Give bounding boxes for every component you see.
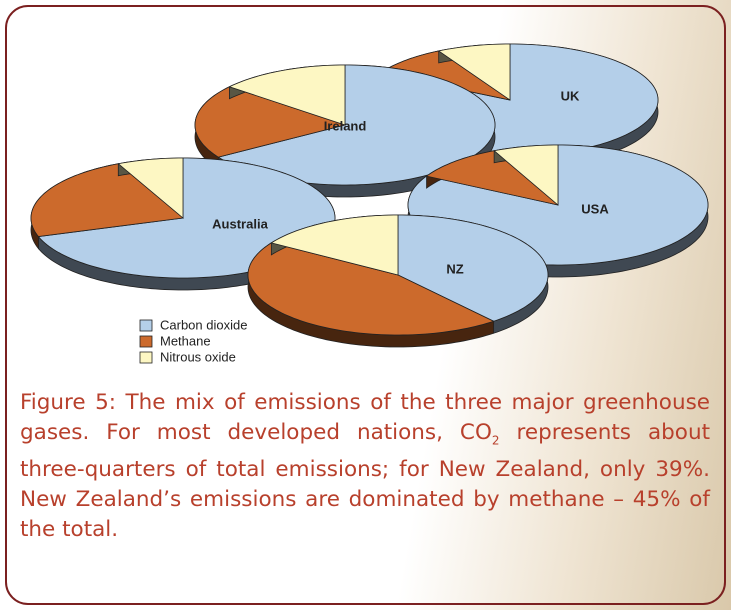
pie-top [194,86,347,158]
pie-label: Ireland [324,118,367,133]
pie-top [493,144,559,206]
legend-swatch [139,319,153,332]
pie-slice [493,144,559,206]
pie-label: USA [581,201,609,216]
pie-slice [117,157,184,219]
pie-slice [397,214,549,334]
pie: Ireland [194,64,496,198]
pie-top [228,64,346,126]
pie-slice [228,64,346,126]
pie-slice [30,163,184,250]
pie-slice [425,150,559,206]
pie-top [117,157,184,219]
pie-slice [270,214,399,276]
pie: NZ [247,214,549,348]
legend-label: Nitrous oxide [160,349,236,364]
pie-top [30,163,184,237]
pie-top [437,43,511,101]
legend-label: Methane [160,333,211,348]
pie: Australia [30,157,336,291]
legend-label: Carbon dioxide [160,317,247,332]
pie-label: NZ [446,261,463,276]
pie-top [397,214,549,322]
pie-top [247,242,495,336]
pie-label: Australia [212,216,268,231]
frame [5,5,726,605]
caption: Figure 5: The mix of emissions of the th… [20,388,710,545]
pie-slice [437,43,511,101]
pie-top [270,214,399,276]
caption-text: Figure 5: The mix of emissions of the th… [20,390,710,445]
legend-swatch [139,335,153,348]
pie-label: UK [561,88,580,103]
pie-top [425,150,559,206]
caption-subscript: 2 [491,433,500,448]
legend-swatch [139,351,153,364]
caption-text: represents about three-quarters of total… [20,420,710,543]
